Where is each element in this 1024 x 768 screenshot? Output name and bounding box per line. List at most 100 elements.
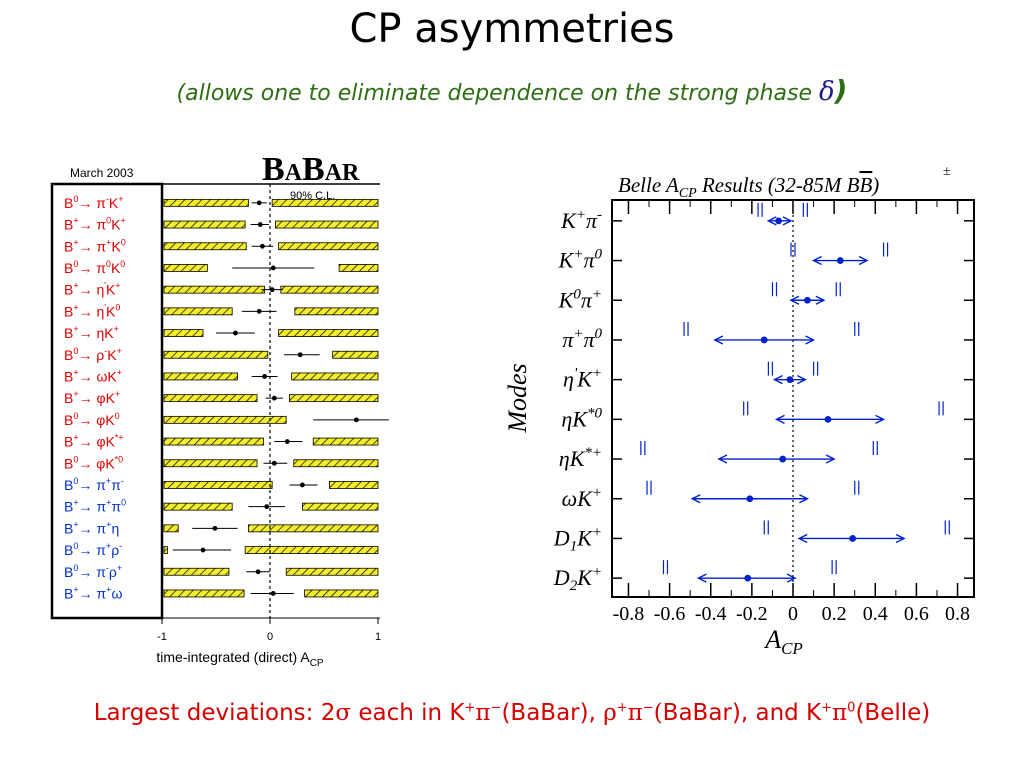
excluded-band-left — [163, 589, 245, 598]
mode-label: B+→ π+ω — [64, 584, 122, 601]
excluded-band-left — [163, 524, 179, 533]
babar-date: March 2003 — [70, 166, 134, 180]
excluded-band-right — [301, 502, 379, 511]
mode-sup2: 0 — [106, 259, 111, 269]
belle-data-point — [746, 495, 754, 503]
belle-title-pm: ± — [943, 164, 951, 179]
excluded-band-left — [163, 546, 168, 554]
belle-arrow-left — [717, 454, 728, 464]
belle-tick-label: 0.8 — [945, 603, 970, 625]
data-point — [200, 547, 206, 553]
belle-mode-post: K — [576, 565, 593, 590]
belle-mode-label: K0π+ — [558, 286, 602, 312]
excluded-band-left — [163, 242, 247, 251]
mode-label: B+→ π+K0 — [64, 237, 126, 254]
data-point — [270, 265, 276, 271]
slide-subtitle: (allows one to eliminate dependence on t… — [0, 74, 1024, 107]
mode-sup1: + — [73, 237, 78, 247]
excluded-band-right — [291, 372, 379, 381]
mode-sup1: + — [73, 324, 78, 334]
belle-mode-main: ηK — [561, 406, 588, 431]
belle-mode-sup1: 0 — [573, 286, 581, 302]
mode-sup2: + — [106, 476, 111, 486]
mode-sup2: - — [104, 346, 107, 356]
mode-sup3: 0 — [115, 302, 120, 312]
mode-post: π — [111, 477, 121, 493]
belle-mode-label: D2K+ — [553, 564, 602, 594]
belle-arrow-left — [713, 335, 724, 345]
belle-mode-sup1: + — [573, 247, 583, 263]
mode-pre: B — [64, 412, 73, 428]
belle-mode-main: D — [553, 565, 570, 590]
belle-mode-label: K+π- — [560, 207, 602, 233]
belle-xlabel: ACP — [763, 625, 803, 658]
belle-arrow-right — [799, 494, 809, 504]
mode-post: K — [109, 195, 119, 211]
data-point — [270, 591, 276, 596]
belle-mode-main2: π — [586, 208, 598, 233]
mode-label: B+→ ηK+ — [64, 324, 119, 341]
belle-data-point — [775, 217, 783, 225]
excluded-band-right — [328, 481, 379, 489]
mode-sup1: + — [73, 519, 78, 529]
footer-sigma: σ — [335, 700, 352, 726]
belle-mode-sup1: + — [592, 485, 602, 501]
mode-sup1: 0 — [73, 563, 78, 573]
belle-mode-main: K — [558, 248, 575, 273]
mode-sup2: ' — [104, 302, 106, 312]
belle-arrow-right — [782, 216, 793, 226]
mode-sup1: 0 — [73, 476, 78, 486]
babar-tick-label: 1 — [375, 631, 381, 643]
mode-sup1: 0 — [73, 411, 78, 421]
mode-sup2: - — [106, 194, 109, 204]
belle-mode-main: K — [560, 208, 577, 233]
belle-mode-sub: 1 — [570, 538, 578, 554]
belle-mode-sup1: *0 — [587, 405, 603, 421]
data-point — [256, 308, 262, 314]
belle-mode-main: D — [553, 525, 570, 550]
belle-ylabel: Modes — [503, 363, 532, 433]
mode-sup2: - — [106, 563, 109, 573]
footer-part-2: each in K — [351, 700, 465, 726]
mode-sup3: *0 — [115, 454, 124, 464]
belle-mode-sup2: 0 — [595, 326, 603, 342]
mode-sup3: 0 — [120, 259, 125, 269]
mode-label: B0→ ρ-K+ — [64, 346, 122, 363]
mode-post: K — [111, 217, 121, 233]
excluded-band-left — [163, 502, 233, 511]
mode-sup3: + — [117, 367, 122, 377]
excluded-band-left — [163, 307, 233, 316]
belle-frame — [611, 199, 975, 598]
mode-mid: → φK — [78, 412, 115, 428]
babar-xlabel-main: time-integrated (direct) A — [156, 649, 310, 665]
data-point — [269, 287, 275, 293]
mode-pre: B — [64, 390, 73, 406]
belle-arrow-right — [858, 255, 869, 266]
excluded-band-right — [278, 329, 379, 337]
belle-tick-label: -0.4 — [695, 603, 727, 625]
excluded-band-right — [338, 264, 379, 272]
mode-mid: → ωK — [79, 368, 118, 384]
mode-sup1: + — [73, 302, 78, 312]
belle-mode-sup2: + — [592, 366, 602, 382]
mode-sup3: + — [115, 389, 120, 399]
mode-label: B+→ π+η — [64, 519, 119, 536]
mode-label: B0→ φK0 — [64, 411, 120, 428]
belle-mode-sup1: *+ — [584, 445, 602, 461]
belle-title-close: ) — [871, 173, 879, 197]
babar-tick-label: 0 — [267, 631, 273, 643]
belle-arrow-right — [805, 335, 816, 345]
belle-mode-sup2: 0 — [595, 247, 603, 263]
belle-mode-post: K — [576, 525, 593, 550]
belle-xlabel-sub: CP — [781, 639, 803, 658]
mode-sup3: 0 — [121, 498, 126, 508]
mode-pre: B — [64, 260, 73, 276]
mode-post: K — [111, 238, 121, 254]
excluded-band-right — [278, 242, 379, 251]
excluded-band-left — [163, 264, 208, 272]
mode-pre: B — [64, 564, 73, 580]
mode-pre: B — [64, 217, 73, 233]
mode-label: B0→ π+π- — [64, 476, 124, 493]
slide-footer: Largest deviations: 2σ each in K+π−(BaBa… — [93, 700, 931, 726]
excluded-band-left — [163, 285, 265, 294]
